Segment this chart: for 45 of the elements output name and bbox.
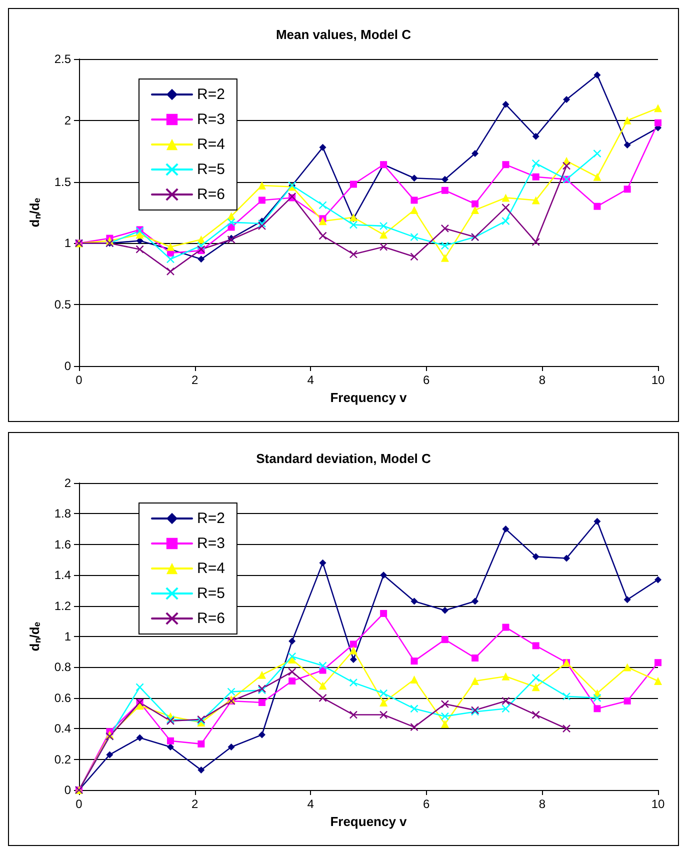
x-axis-title: Frequency v (330, 390, 408, 405)
x-tick-label: 0 (76, 797, 83, 811)
y-tick-label: 1 (64, 236, 72, 250)
y-tick-label: 0.2 (54, 752, 72, 766)
y-tick-label: 0.4 (54, 722, 72, 736)
y-tick-label: 1.4 (54, 568, 72, 582)
x-tick-label: 6 (423, 797, 430, 811)
y-tick-label: 1.2 (54, 598, 72, 613)
y-tick-label: 0 (64, 783, 72, 797)
x-tick-label: 2 (191, 373, 198, 387)
legend-label: R=5 (197, 161, 225, 178)
x-tick-label: 8 (538, 373, 546, 387)
x-tick-label: 10 (651, 797, 665, 811)
x-tick-label: 0 (76, 373, 83, 387)
legend-label: R=3 (197, 535, 225, 552)
x-tick-label: 4 (307, 797, 314, 811)
x-tick-label: 4 (307, 373, 314, 387)
x-tick-label: 2 (191, 797, 198, 811)
legend-label: R=5 (197, 585, 225, 602)
y-axis-title: dₙ/dₑ (27, 622, 42, 652)
y-tick-label: 0.5 (54, 298, 72, 312)
y-tick-label: 0.6 (54, 690, 72, 705)
chart-title: Mean values, Model C (276, 27, 412, 42)
legend-label: R=4 (197, 560, 225, 577)
y-tick-label: 1 (64, 630, 72, 644)
y-axis-title: dₙ/dₑ (27, 198, 42, 228)
y-tick-label: 1.6 (54, 537, 72, 552)
y-tick-label: 2 (64, 476, 72, 490)
y-tick-label: 1.8 (54, 506, 72, 521)
x-tick-label: 8 (538, 797, 546, 811)
legend-label: R=6 (197, 610, 225, 627)
x-tick-label: 10 (651, 373, 665, 387)
y-tick-label: 2 (64, 113, 72, 128)
x-axis-title: Frequency v (330, 814, 408, 829)
x-tick-label: 6 (423, 373, 430, 387)
legend-label: R=6 (197, 186, 225, 203)
y-tick-label: 2.5 (54, 52, 72, 66)
y-tick-label: 0.8 (54, 660, 72, 674)
y-tick-label: 0 (64, 359, 72, 373)
legend-label: R=2 (197, 86, 225, 103)
legend-label: R=4 (197, 136, 225, 153)
y-tick-label: 1.5 (54, 174, 72, 189)
chart-title: Standard deviation, Model C (256, 451, 432, 466)
legend-label: R=2 (197, 510, 225, 527)
legend-label: R=3 (197, 111, 225, 128)
